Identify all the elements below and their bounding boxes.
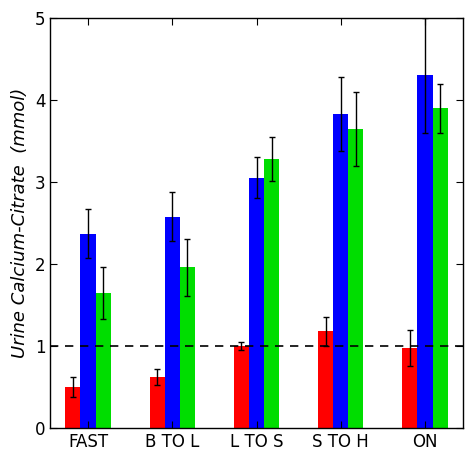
Bar [96, 293, 111, 428]
Bar [180, 267, 195, 428]
Bar [318, 331, 333, 428]
Bar [348, 129, 364, 428]
Bar [234, 346, 249, 428]
Bar [433, 108, 448, 428]
Bar [249, 178, 264, 428]
Bar [65, 387, 81, 428]
Bar [149, 377, 164, 428]
Bar [402, 348, 418, 428]
Bar [333, 114, 348, 428]
Bar [164, 217, 180, 428]
Bar [81, 234, 96, 428]
Bar [418, 75, 433, 428]
Y-axis label: Urine Calcium-Citrate  (mmol): Urine Calcium-Citrate (mmol) [11, 88, 29, 358]
Bar [264, 159, 279, 428]
